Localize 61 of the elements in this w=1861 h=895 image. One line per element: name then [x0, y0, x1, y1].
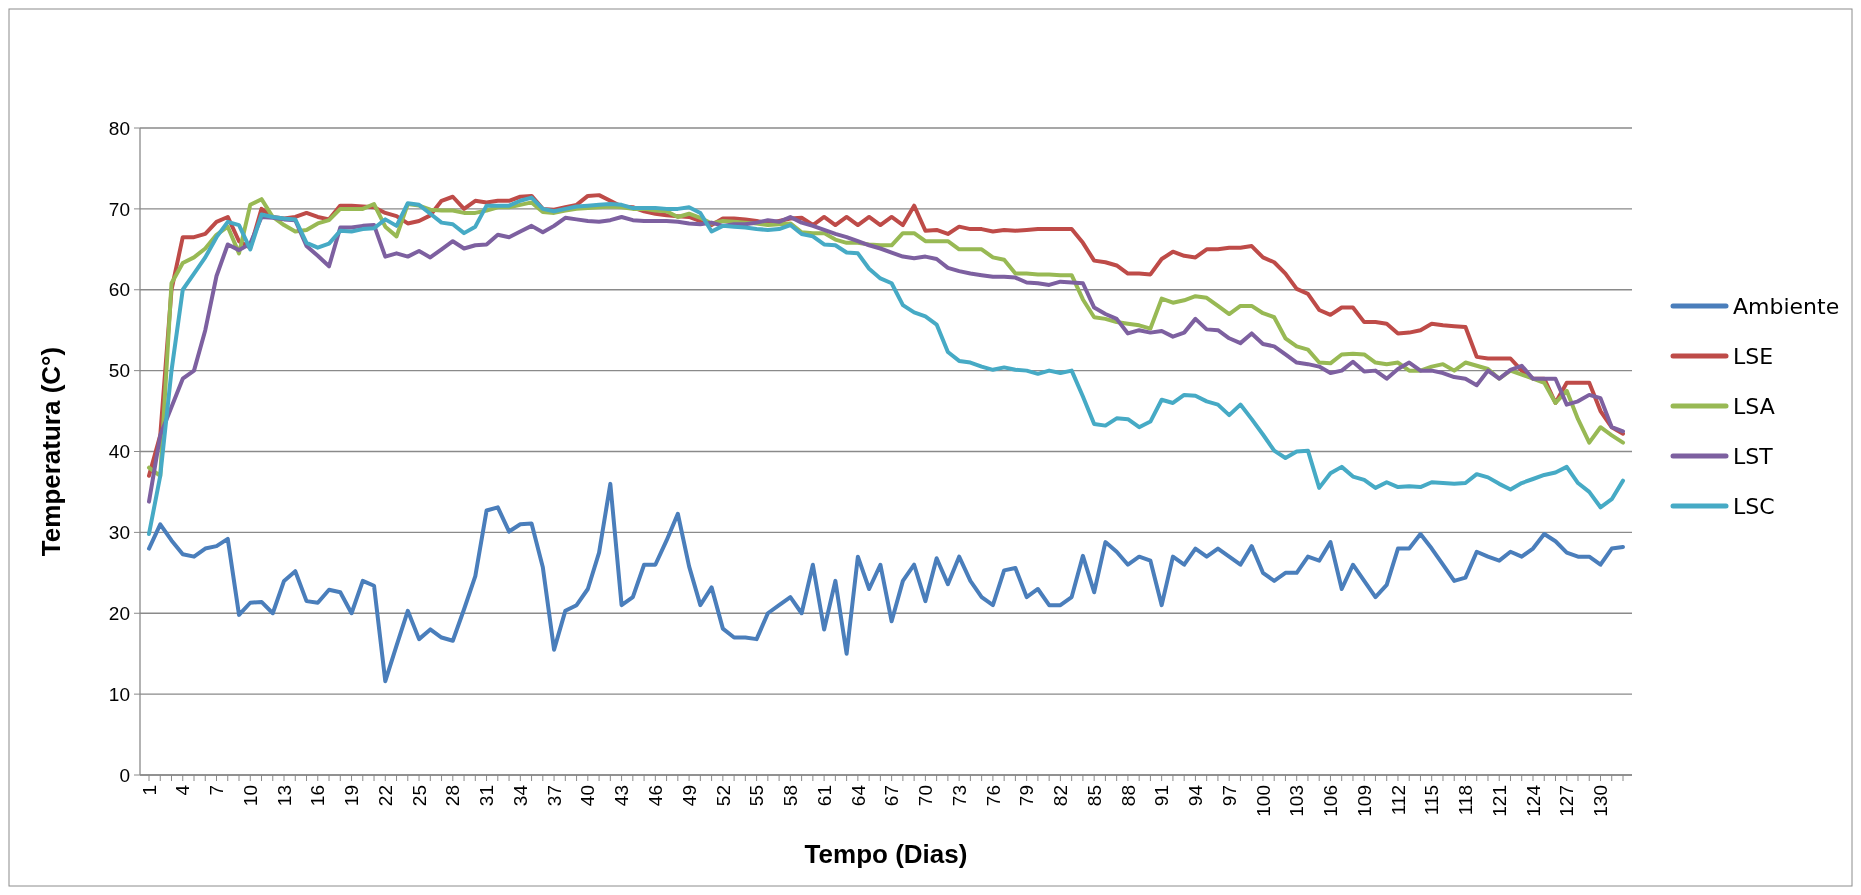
y-tick-label: 20 — [108, 602, 130, 624]
x-tick-label: 130 — [1590, 785, 1612, 817]
x-tick-label: 73 — [948, 785, 970, 807]
x-tick-label: 40 — [577, 785, 599, 807]
x-tick-label: 34 — [509, 784, 531, 807]
y-tick-label: 70 — [108, 198, 130, 220]
x-tick-label: 7 — [206, 785, 228, 796]
legend-label: LSA — [1733, 393, 1775, 419]
x-tick-label: 97 — [1218, 785, 1240, 807]
x-tick-label: 121 — [1488, 785, 1510, 817]
x-tick-label: 82 — [1050, 785, 1072, 807]
x-tick-label: 115 — [1421, 785, 1443, 816]
y-tick-label: 60 — [108, 279, 130, 301]
x-tick-label: 64 — [847, 784, 869, 807]
x-tick-label: 94 — [1185, 784, 1207, 807]
x-tick-label: 118 — [1455, 785, 1477, 816]
y-tick-label: 40 — [108, 441, 130, 463]
y-axis-title: Temperatura (C°) — [36, 346, 66, 557]
x-tick-label: 76 — [982, 785, 1004, 807]
y-tick-label: 50 — [108, 360, 130, 382]
x-tick-label: 49 — [678, 785, 700, 807]
y-tick-label: 0 — [119, 764, 130, 786]
x-tick-label: 85 — [1083, 785, 1105, 807]
x-tick-label: 31 — [476, 785, 498, 807]
x-tick-label: 103 — [1286, 785, 1308, 817]
legend-label: LSE — [1733, 343, 1774, 369]
x-tick-label: 55 — [746, 785, 768, 807]
x-tick-label: 67 — [881, 785, 903, 807]
legend-label: LST — [1733, 443, 1774, 469]
x-tick-label: 109 — [1353, 785, 1375, 817]
x-tick-label: 16 — [307, 785, 329, 807]
x-tick-label: 13 — [273, 785, 295, 807]
x-tick-label: 124 — [1522, 784, 1544, 817]
x-tick-label: 25 — [408, 785, 430, 807]
x-tick-label: 22 — [374, 785, 396, 807]
x-tick-label: 1 — [138, 785, 160, 796]
x-tick-label: 61 — [813, 785, 835, 807]
x-tick-label: 46 — [644, 785, 666, 807]
x-tick-label: 28 — [442, 785, 464, 807]
x-tick-label: 70 — [915, 785, 937, 807]
x-tick-label: 10 — [239, 785, 261, 807]
x-tick-label: 127 — [1556, 785, 1578, 817]
x-tick-label: 4 — [172, 784, 194, 796]
x-tick-label: 91 — [1151, 785, 1173, 807]
x-tick-label: 19 — [341, 785, 363, 807]
legend-label: LSC — [1733, 493, 1775, 519]
x-tick-label: 88 — [1117, 785, 1139, 807]
x-tick-label: 52 — [712, 785, 734, 807]
y-tick-label: 30 — [108, 522, 130, 544]
x-tick-label: 37 — [543, 785, 565, 807]
x-tick-label: 106 — [1320, 785, 1342, 817]
y-tick-label: 80 — [108, 117, 130, 139]
x-tick-label: 112 — [1387, 785, 1409, 816]
x-tick-label: 43 — [611, 785, 633, 807]
x-tick-label: 58 — [780, 785, 802, 807]
y-tick-label: 10 — [108, 683, 130, 705]
x-tick-label: 100 — [1252, 785, 1274, 817]
legend-label: Ambiente — [1733, 293, 1840, 319]
x-tick-label: 79 — [1016, 785, 1038, 807]
x-axis-title: Tempo (Dias) — [804, 839, 968, 869]
line-series — [147, 481, 1625, 684]
